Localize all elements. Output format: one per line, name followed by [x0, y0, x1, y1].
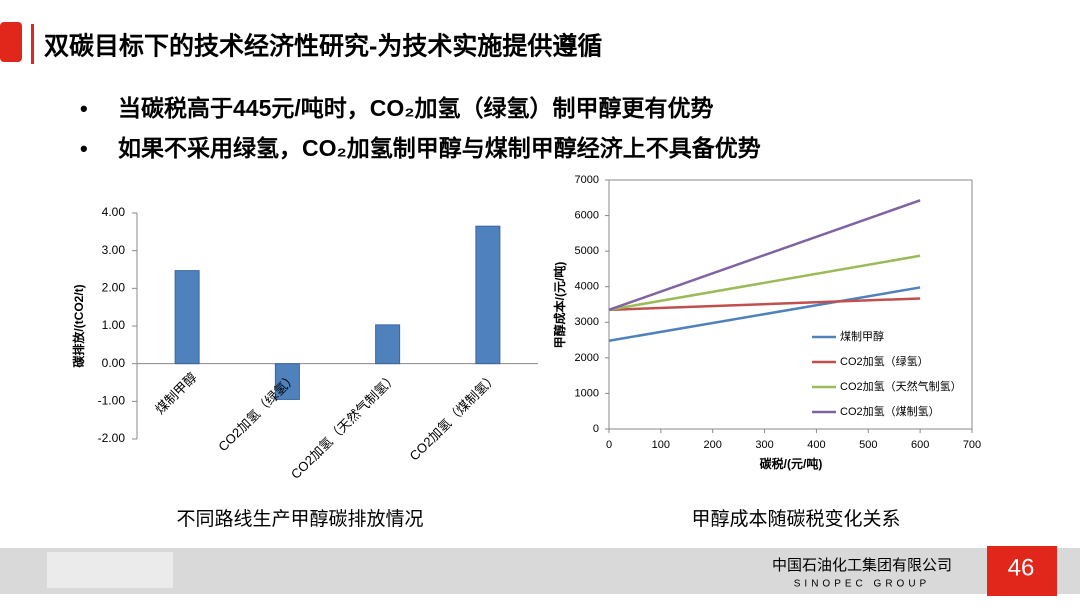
y-tick-label: 5000: [575, 245, 599, 257]
title-divider: [31, 24, 34, 64]
y-tick-label: 0.00: [102, 356, 126, 370]
y-tick-label: -2.00: [98, 431, 126, 445]
y-tick-label: 7000: [575, 174, 599, 186]
bullet: 如果不采用绿氢，CO₂加氢制甲醇与煤制甲醇经济上不具备优势: [118, 135, 761, 161]
bar: [174, 270, 200, 365]
bar: [475, 225, 501, 365]
x-tick-label: CO2加氢（绿氢）: [215, 370, 300, 455]
y-axis-label: 碳排放/(tCO2/t): [71, 284, 86, 367]
bar: [274, 363, 300, 400]
bullet-dot: •: [80, 96, 88, 121]
title-marker: [0, 22, 22, 62]
y-tick-label: 1000: [575, 387, 599, 399]
y-axis-label: 甲醇成本/(元/吨): [552, 262, 567, 349]
bar: [375, 324, 401, 365]
company-name-en: SINOPEC GROUP: [794, 579, 930, 590]
y-tick-label: -1.00: [98, 394, 126, 408]
chart-caption: 不同路线生产甲醇碳排放情况: [176, 508, 423, 530]
footer-band: [0, 548, 1080, 594]
chart-caption: 甲醇成本随碳税变化关系: [691, 508, 900, 530]
x-tick-label: 500: [859, 439, 877, 451]
y-tick-label: 3000: [575, 316, 599, 328]
y-tick-label: 0: [593, 423, 599, 435]
x-tick-label: 300: [755, 439, 773, 451]
legend-label: CO2加氢（天然气制氢）: [840, 379, 962, 393]
bullet-dot: •: [80, 136, 88, 161]
y-tick-label: 4000: [575, 281, 599, 293]
legend-label: CO2加氢（煤制氢）: [840, 404, 940, 418]
page-number: 46: [1008, 554, 1035, 581]
x-tick-label: 400: [807, 439, 825, 451]
page-box: [987, 546, 1057, 596]
x-tick-label: 100: [652, 439, 670, 451]
y-tick-label: 2000: [575, 352, 599, 364]
y-tick-label: 4.00: [102, 205, 126, 219]
y-tick-label: 2.00: [102, 281, 126, 295]
x-tick-label: 煤制甲醇: [152, 370, 199, 417]
legend-label: CO2加氢（绿氢）: [840, 354, 929, 368]
x-tick-label: CO2加氢（煤制氢）: [407, 370, 501, 464]
y-tick-label: 6000: [575, 209, 599, 221]
x-tick-label: 0: [606, 439, 612, 451]
x-tick-label: CO2加氢（天然气制氢）: [288, 370, 400, 482]
x-axis-label: 碳税/(元/吨): [760, 456, 823, 471]
y-tick-label: 3.00: [102, 243, 126, 257]
line-series: [608, 199, 921, 312]
footer-logo-area: [47, 552, 173, 588]
slide-title: 双碳目标下的技术经济性研究-为技术实施提供遵循: [44, 32, 602, 61]
x-tick-label: 700: [963, 439, 981, 451]
legend-label: 煤制甲醇: [840, 329, 884, 343]
bullet: 当碳税高于445元/吨时，CO₂加氢（绿氢）制甲醇更有优势: [118, 95, 713, 121]
y-tick-label: 1.00: [102, 318, 126, 332]
x-tick-label: 600: [911, 439, 929, 451]
company-name: 中国石油化工集团有限公司: [772, 557, 952, 574]
line-series: [608, 297, 921, 312]
line-series: [608, 286, 921, 343]
plot-frame: [608, 179, 973, 430]
x-tick-label: 200: [704, 439, 722, 451]
line-series: [608, 254, 921, 312]
